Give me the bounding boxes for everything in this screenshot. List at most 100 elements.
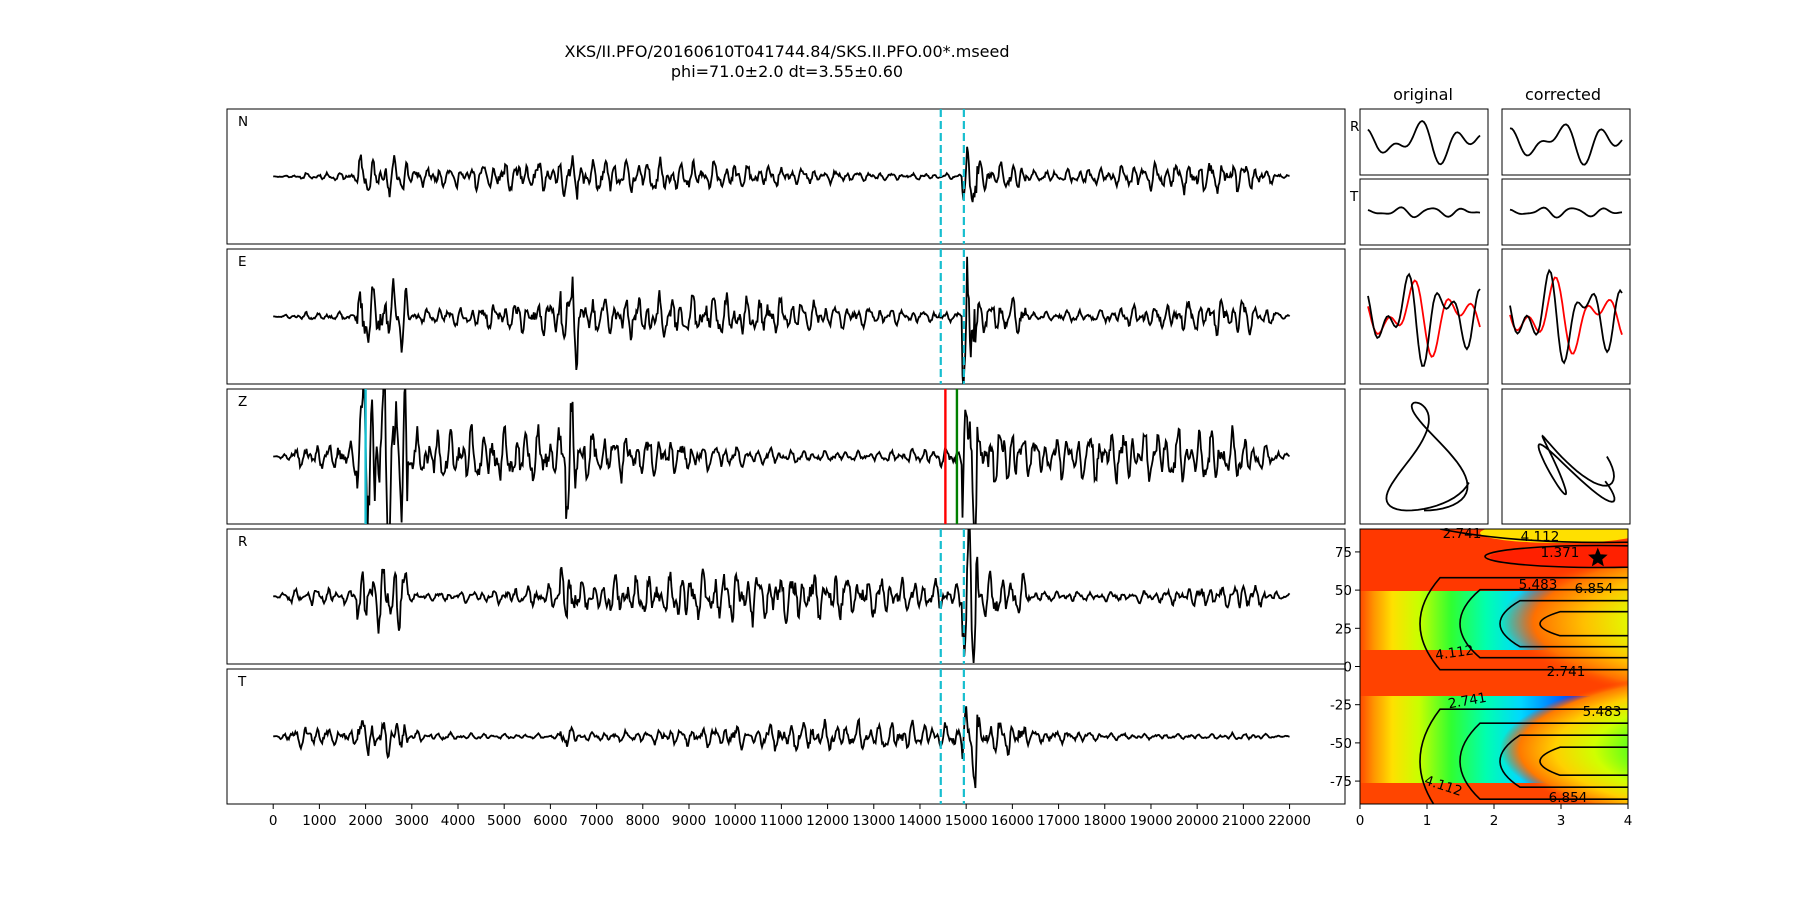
particle-motion	[1537, 434, 1616, 503]
channel-label: E	[238, 254, 247, 270]
heat-y-tick-label: 75	[1335, 545, 1352, 561]
small-panel-0-2	[1359, 248, 1489, 385]
x-tick-label: 9000	[672, 813, 706, 829]
heat-x-tick-label: 0	[1356, 813, 1365, 829]
panel-frame	[226, 108, 1346, 245]
panel-e: E	[226, 248, 1346, 385]
heat-y-tick-label: -25	[1330, 698, 1352, 714]
small-panel-1-0	[1501, 108, 1631, 176]
trace-e	[273, 256, 1291, 384]
contour-top	[1439, 529, 1628, 544]
contour-lower-2	[1459, 722, 1628, 801]
heat-y-tick-label: 50	[1335, 583, 1352, 599]
x-tick-label: 20000	[1176, 813, 1219, 829]
waveform-slow	[1367, 272, 1481, 367]
contour-label: 5.483	[1519, 577, 1558, 593]
x-tick-label: 19000	[1129, 813, 1172, 829]
heat-x-tick-label: 4	[1624, 813, 1633, 829]
column-title-corrected: corrected	[1525, 85, 1601, 104]
heat-x-tick-label: 1	[1423, 813, 1432, 829]
contour-upper-2	[1459, 588, 1628, 659]
waveform-fast	[1367, 279, 1481, 358]
trace-t	[273, 706, 1290, 789]
contour-upper-1	[1419, 576, 1628, 671]
waveform-t	[1367, 206, 1481, 219]
x-tick-label: 17000	[1037, 813, 1080, 829]
x-tick-label: 10000	[714, 813, 757, 829]
waveform-r	[1367, 119, 1481, 166]
heat-y-tick-label: -75	[1330, 774, 1352, 790]
x-tick-label: 22000	[1268, 813, 1311, 829]
small-panel-0-0: R	[1350, 108, 1489, 176]
contour-label: 6.854	[1549, 790, 1588, 806]
small-panel-frame	[1501, 248, 1631, 385]
contour-lower-3	[1499, 734, 1628, 789]
contour-label: 5.483	[1583, 704, 1622, 720]
channel-label: R	[238, 534, 247, 550]
x-tick-label: 0	[269, 813, 278, 829]
contour-label: 6.854	[1575, 581, 1614, 597]
panel-n: N	[226, 108, 1346, 245]
channel-label: T	[237, 674, 247, 690]
waveform-slow	[1509, 268, 1623, 365]
column-title-original: original	[1393, 85, 1453, 104]
panel-frame	[226, 248, 1346, 385]
contour-label: 2.741	[1443, 526, 1482, 542]
x-tick-label: 1000	[302, 813, 336, 829]
small-panel-0-3	[1359, 388, 1489, 525]
heat-y-tick-label: 25	[1335, 621, 1352, 637]
seismogram-panels: N E Z R T	[226, 108, 1346, 805]
time-axis: 0 1000 2000 3000 4000 5000 6000 7000 8000 9000 100…	[269, 804, 1311, 829]
row-label-t: T	[1349, 189, 1359, 205]
small-panel-0-1: T	[1349, 178, 1489, 246]
small-panel-frame	[1501, 178, 1631, 246]
heat-x-tick-label: 3	[1557, 813, 1566, 829]
x-tick-label: 8000	[626, 813, 660, 829]
panel-frame	[226, 388, 1346, 525]
small-panel-frame	[1501, 108, 1631, 176]
particle-motion	[1385, 401, 1470, 512]
panel-z: Z	[226, 388, 1346, 525]
trace-r	[273, 529, 1291, 663]
x-tick-label: 3000	[395, 813, 429, 829]
small-panel-frame	[1359, 108, 1489, 176]
small-panel-1-1	[1501, 178, 1631, 246]
best-fit-star	[1588, 547, 1608, 567]
x-tick-label: 7000	[579, 813, 613, 829]
contour-label: 4.112	[1521, 529, 1560, 545]
small-panel-1-3	[1501, 388, 1631, 525]
heatmap-top-yellow	[1480, 529, 1628, 543]
x-tick-label: 12000	[806, 813, 849, 829]
x-tick-label: 13000	[852, 813, 895, 829]
small-panel-frame	[1359, 388, 1489, 525]
contour-lower-4	[1539, 746, 1628, 777]
contour-upper-3	[1499, 599, 1628, 648]
contour-label: 2.741	[1547, 664, 1586, 680]
panel-frame	[226, 528, 1346, 665]
chart-title-line1: XKS/II.PFO/20160610T041744.84/SKS.II.PFO…	[565, 42, 1010, 61]
x-tick-label: 5000	[487, 813, 521, 829]
small-panel-frame	[1359, 248, 1489, 385]
x-tick-label: 16000	[991, 813, 1034, 829]
panel-t: T	[226, 668, 1346, 805]
trace-z	[273, 389, 1290, 524]
heat-y-tick-label: 0	[1343, 660, 1352, 676]
small-panel-frame	[1501, 388, 1631, 525]
x-tick-label: 21000	[1222, 813, 1265, 829]
row-label-r: R	[1350, 119, 1359, 135]
error-surface-axes: 0 1 2 3 4 75 50 25 0 -25 -50 -75	[1330, 545, 1632, 829]
contour-min	[1484, 544, 1628, 569]
contour-lower-1	[1419, 708, 1628, 804]
x-tick-label: 2000	[348, 813, 382, 829]
small-panel-frame	[1359, 178, 1489, 246]
waveform-comparison-panels: RT	[1349, 108, 1631, 525]
x-tick-label: 14000	[898, 813, 941, 829]
x-tick-label: 15000	[945, 813, 988, 829]
heatmap-lobe-lower	[1360, 679, 1628, 804]
x-tick-label: 11000	[760, 813, 803, 829]
contour-label: 4.112	[1434, 642, 1475, 663]
small-panel-1-2	[1501, 248, 1631, 385]
